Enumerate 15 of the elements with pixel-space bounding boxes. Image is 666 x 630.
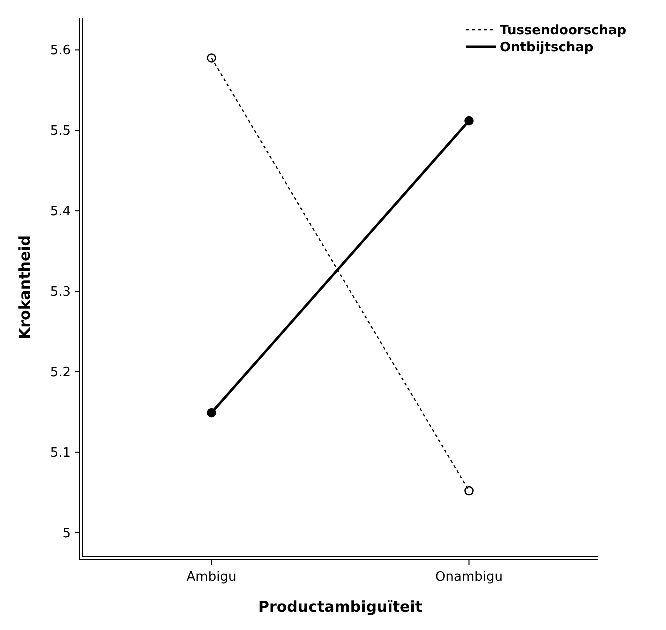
x-tick-label: Ambigu [186,570,237,585]
point [207,54,216,63]
x-tick-label: Onambigu [436,570,503,585]
y-tick-label: 5.3 [50,285,71,300]
y-axis-title: Krokantheid [16,235,34,340]
y-tick-label: 5.5 [50,124,71,140]
legend-label: Ontbijtschap [500,40,594,56]
y-tick-label: 5.2 [50,366,71,381]
legend-label: Tussendoorschap [500,24,627,39]
y-tick-label: 5.4 [50,204,71,220]
x-axis-title: Productambiguïteit [258,598,423,616]
y-tick-label: 5 [62,526,71,542]
point [464,486,474,496]
y-tick-label: 5.6 [50,44,71,59]
y-tick-label: 5.1 [50,446,71,461]
